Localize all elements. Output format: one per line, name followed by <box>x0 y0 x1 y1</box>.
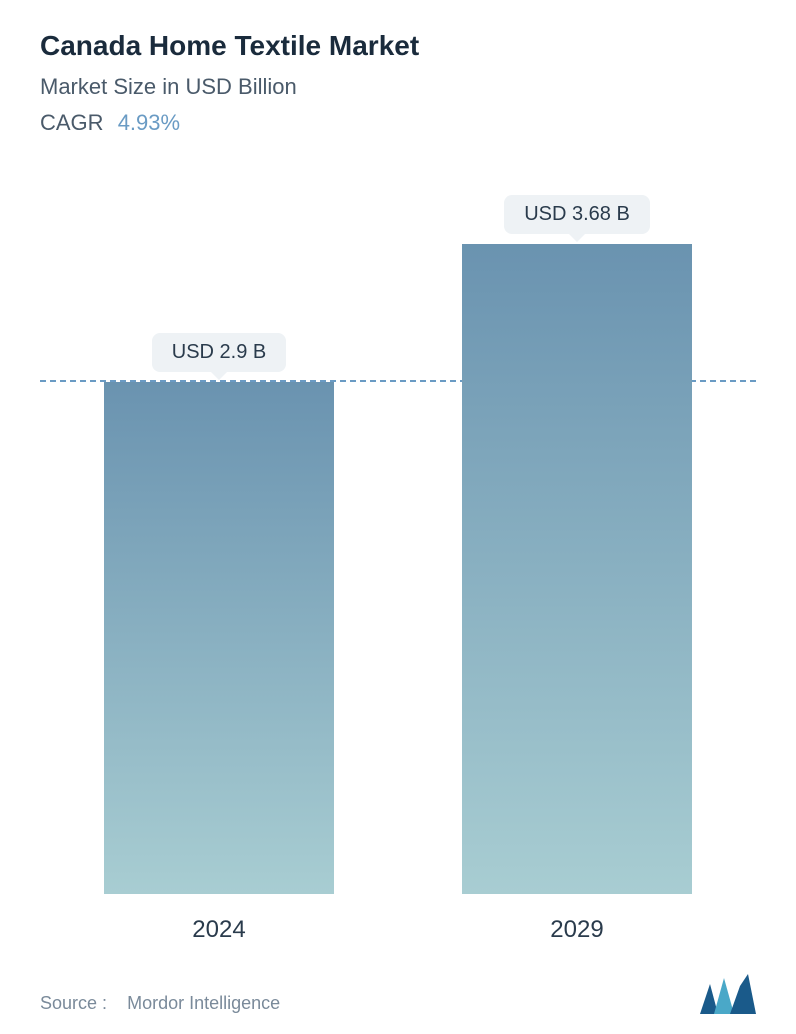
chart-area: USD 2.9 B USD 3.68 B 2024 2029 <box>40 156 756 964</box>
bar-0 <box>104 382 334 894</box>
x-label-1: 2029 <box>447 916 707 944</box>
brand-logo-icon <box>700 974 756 1014</box>
bar-1 <box>462 244 692 894</box>
x-label-0: 2024 <box>89 916 349 944</box>
value-badge-0: USD 2.9 B <box>152 333 286 372</box>
source-prefix: Source : <box>40 993 107 1013</box>
chart-subtitle: Market Size in USD Billion <box>40 74 756 100</box>
source-attribution: Source : Mordor Intelligence <box>40 993 280 1014</box>
value-badge-1: USD 3.68 B <box>504 195 650 234</box>
chart-title: Canada Home Textile Market <box>40 30 756 62</box>
x-axis-labels: 2024 2029 <box>40 916 756 944</box>
bar-group-1: USD 3.68 B <box>447 195 707 894</box>
source-name: Mordor Intelligence <box>127 993 280 1013</box>
cagr-value: 4.93% <box>118 110 180 135</box>
cagr-label: CAGR <box>40 110 104 135</box>
footer: Source : Mordor Intelligence <box>40 964 756 1014</box>
bar-group-0: USD 2.9 B <box>89 333 349 894</box>
cagr-row: CAGR 4.93% <box>40 110 756 136</box>
bars-container: USD 2.9 B USD 3.68 B <box>40 156 756 894</box>
